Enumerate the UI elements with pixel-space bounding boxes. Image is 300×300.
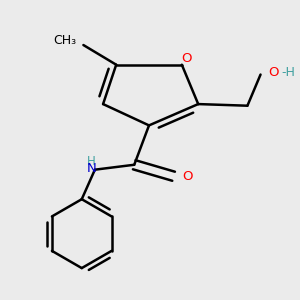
Text: -H: -H xyxy=(281,66,296,80)
Text: H: H xyxy=(87,155,96,168)
Text: O: O xyxy=(182,52,192,65)
Text: CH₃: CH₃ xyxy=(54,34,77,46)
Text: O: O xyxy=(268,66,278,80)
Text: O: O xyxy=(182,170,192,183)
Text: N: N xyxy=(87,161,97,175)
